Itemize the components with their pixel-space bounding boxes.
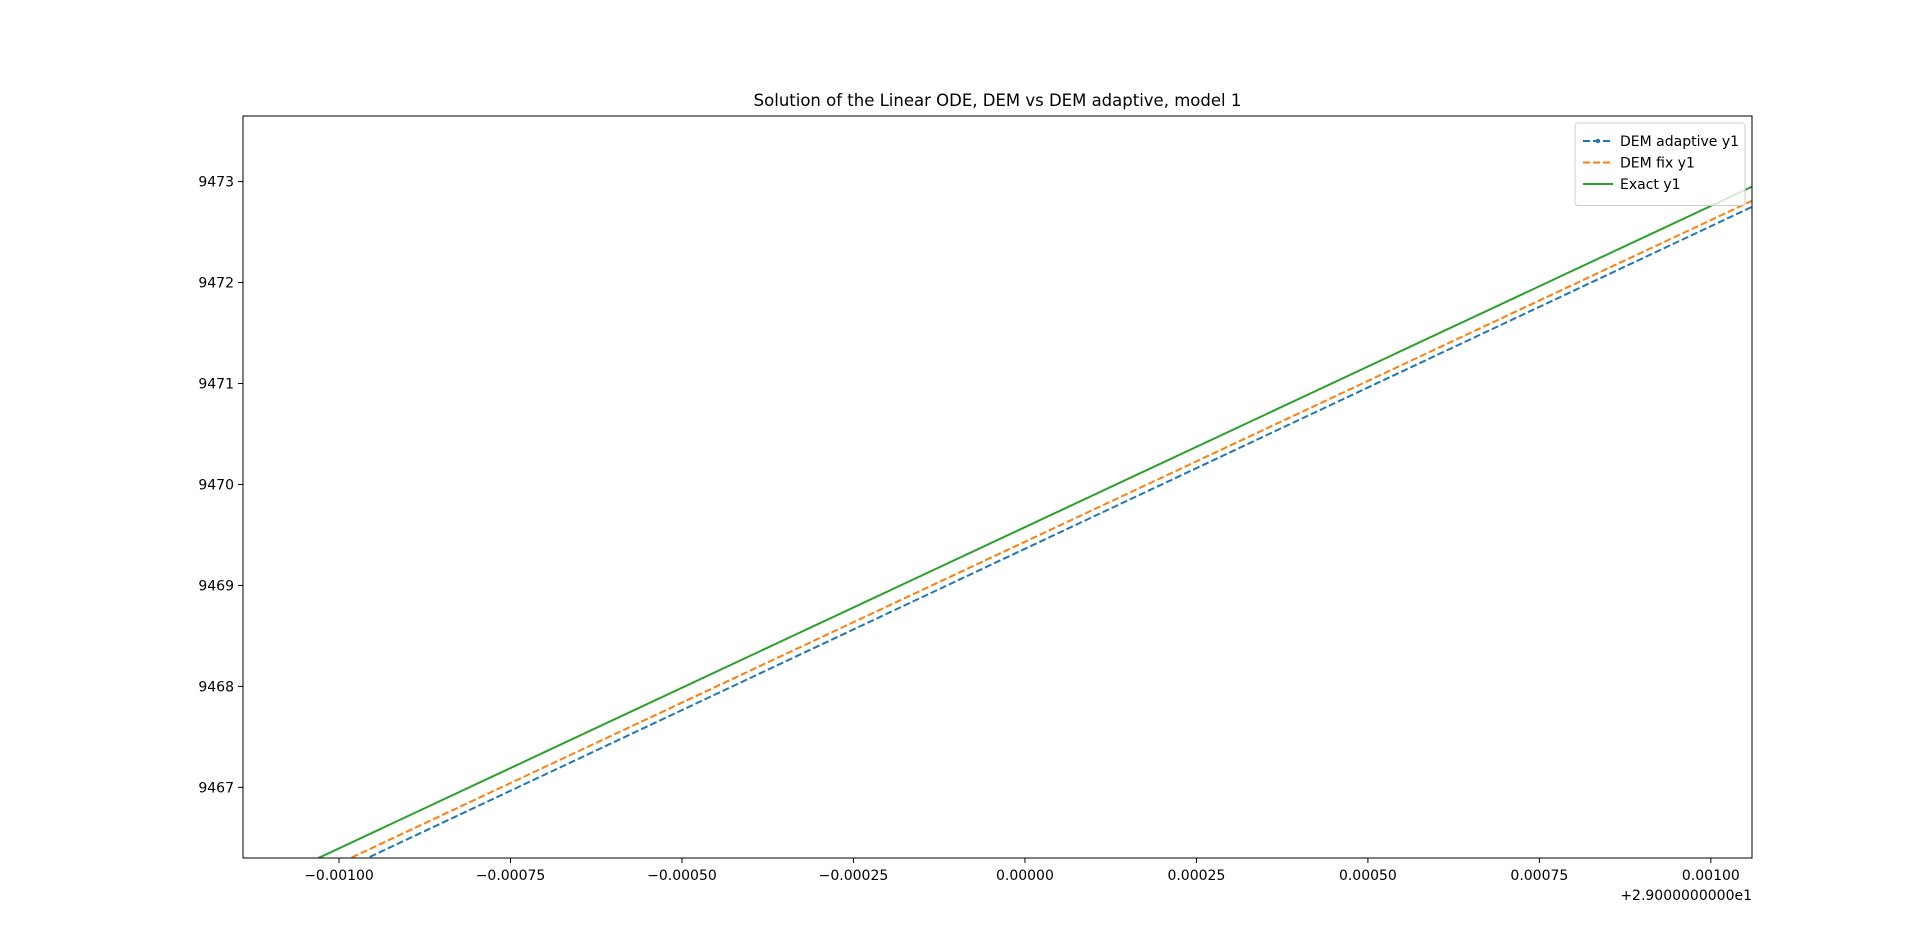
y-tick-label: 9471 xyxy=(198,377,234,393)
legend-marker xyxy=(1595,138,1601,144)
legend-item: DEM fix y1 xyxy=(1583,156,1695,172)
x-tick-label: −0.00100 xyxy=(304,868,374,884)
x-tick-label: −0.00050 xyxy=(647,868,717,884)
chart-title: Solution of the Linear ODE, DEM vs DEM a… xyxy=(754,91,1242,110)
legend-item: Exact y1 xyxy=(1583,177,1681,193)
y-tick-label: 9467 xyxy=(198,780,234,796)
legend-label: Exact y1 xyxy=(1620,177,1681,193)
series-line-1 xyxy=(365,205,1752,858)
plot-frame xyxy=(242,115,1753,859)
legend-label: DEM fix y1 xyxy=(1620,156,1695,172)
x-tick-label: 0.00000 xyxy=(996,868,1054,884)
series-layer xyxy=(316,185,1752,858)
x-tick-label: −0.00075 xyxy=(476,868,546,884)
y-tick-label: 9469 xyxy=(198,578,234,594)
y-tick-label: 9472 xyxy=(198,276,234,292)
legend-box xyxy=(1574,122,1746,206)
legend: DEM adaptive y1 DEM fix y1 Exact y1 xyxy=(1574,122,1746,206)
x-tick-label: 0.00100 xyxy=(1682,868,1740,884)
x-tick-label: −0.00025 xyxy=(819,868,889,884)
y-axis: 9467 9468 9469 9470 9471 9472 9473 xyxy=(198,175,243,796)
x-tick-label: 0.00075 xyxy=(1510,868,1568,884)
y-tick-label: 9470 xyxy=(198,477,234,493)
series-line-3 xyxy=(316,185,1752,858)
legend-label: DEM adaptive y1 xyxy=(1620,134,1739,150)
y-tick-label: 9473 xyxy=(198,175,234,191)
x-tick-label: 0.00025 xyxy=(1167,868,1225,884)
x-axis-offset-label: +2.9000000000e1 xyxy=(1620,888,1752,904)
series-line-2 xyxy=(348,199,1752,858)
x-tick-label: 0.00050 xyxy=(1339,868,1397,884)
y-tick-label: 9468 xyxy=(198,679,234,695)
x-axis: −0.00100 −0.00075 −0.00050 −0.00025 0.00000 0… xyxy=(304,858,1740,884)
legend-item: DEM adaptive y1 xyxy=(1583,134,1739,150)
